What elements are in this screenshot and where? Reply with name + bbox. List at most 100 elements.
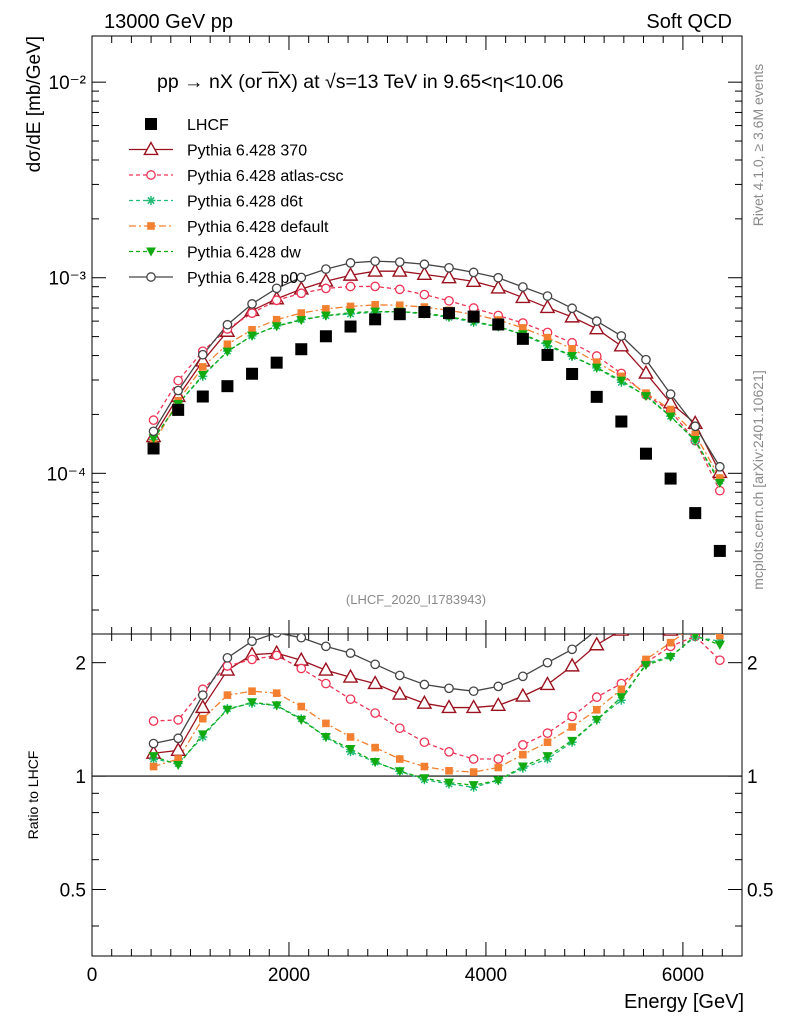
main-point-lhcf — [221, 380, 234, 393]
x-tick-label: 2000 — [268, 965, 310, 986]
ratio-point-pythia-6-428-p0 — [468, 686, 479, 697]
main-point-pythia-6-428-dw — [690, 436, 701, 446]
main-point-lhcf — [590, 390, 603, 403]
main-point-lhcf — [147, 442, 160, 455]
ratio-point-pythia-6-428-dw — [345, 744, 356, 754]
main-point-pythia-6-428-default — [716, 474, 724, 482]
ratio-point-pythia-6-428-370 — [662, 634, 679, 636]
ratio-point-pythia-6-428-370 — [342, 668, 359, 683]
main-point-pythia-6-428-370 — [564, 308, 580, 323]
main-point-pythia-6-428-atlas-csc — [271, 295, 282, 306]
main-point-pythia-6-428-dw — [714, 478, 725, 488]
ratio-point-pythia-6-428-default — [543, 738, 552, 747]
ratio-point-pythia-6-428-default — [346, 733, 355, 741]
main-point-pythia-6-428-default — [568, 345, 576, 353]
ratio-point-pythia-6-428-default — [469, 768, 478, 776]
main-point-pythia-6-428-atlas-csc — [345, 281, 356, 292]
ratio-line-pythia-6-428-p0 — [153, 634, 593, 745]
ratio-y-tick-label-left: 1 — [75, 767, 86, 788]
main-point-pythia-6-428-atlas-csc — [419, 289, 430, 300]
ratio-point-pythia-6-428-default — [248, 687, 256, 695]
ratio-point-pythia-6-428-dw — [370, 757, 381, 767]
main-point-pythia-6-428-370 — [441, 269, 457, 284]
ratio-point-pythia-6-428-default — [371, 743, 379, 752]
main-point-pythia-6-428-p0 — [370, 256, 380, 267]
ratio-point-pythia-6-428-370 — [170, 741, 187, 756]
main-point-lhcf — [492, 318, 505, 331]
ratio-point-pythia-6-428-370 — [391, 685, 408, 700]
main-point-pythia-6-428-370 — [588, 320, 605, 335]
x-tick-label: 6000 — [662, 965, 704, 986]
main-point-pythia-6-428-p0 — [542, 291, 553, 301]
main-point-pythia-6-428-default — [617, 372, 626, 381]
ratio-point-pythia-6-428-default — [592, 705, 601, 714]
ratio-point-pythia-6-428-p0 — [370, 659, 380, 670]
ratio-point-pythia-6-428-atlas-csc — [321, 678, 331, 689]
main-point-pythia-6-428-default — [395, 301, 404, 310]
main-point-pythia-6-428-p0 — [665, 389, 676, 399]
ratio-point-pythia-6-428-default — [395, 755, 404, 763]
ratio-point-pythia-6-428-dw — [444, 778, 455, 788]
x-tick-label: 0 — [87, 965, 98, 986]
main-point-pythia-6-428-atlas-csc — [247, 308, 257, 319]
main-point-pythia-6-428-dw — [222, 347, 233, 357]
legend: LHCF Pythia 6.428 370 Pythia 6.428 atlas-c… — [129, 117, 344, 287]
ratio-point-pythia-6-428-370 — [689, 596, 702, 608]
ratio-point-pythia-6-428-370 — [490, 696, 507, 712]
main-point-pythia-6-428-dw — [148, 434, 159, 444]
ratio-point-pythia-6-428-p0 — [493, 681, 504, 692]
ratio-point-pythia-6-428-p0 — [345, 648, 356, 658]
main-point-pythia-6-428-370 — [416, 265, 433, 281]
main-point-lhcf — [467, 310, 480, 323]
ratio-point-pythia-6-428-p0 — [419, 679, 430, 690]
legend-label-pythia-6-428-dw: Pythia 6.428 dw — [187, 245, 301, 262]
ratio-point-pythia-6-428-dw — [296, 715, 307, 725]
ratio-point-pythia-6-428-atlas-csc — [173, 715, 184, 725]
main-point-pythia-6-428-370 — [638, 364, 654, 379]
main-point-lhcf — [369, 313, 382, 326]
rivet-side-label: Rivet 4.1.0, ≥ 3.6M events — [750, 64, 766, 227]
ratio-point-pythia-6-428-370 — [416, 694, 433, 709]
main-point-pythia-6-428-atlas-csc — [173, 375, 184, 386]
main-point-pythia-6-428-atlas-csc — [296, 288, 307, 299]
ratio-point-pythia-6-428-dw — [419, 774, 430, 784]
main-point-lhcf — [664, 472, 677, 485]
x-axis-label: Energy [GeV] — [624, 991, 744, 1013]
main-line-pythia-6-428-370 — [152, 270, 721, 473]
ratio-point-pythia-6-428-dw — [468, 781, 479, 791]
ratio-point-pythia-6-428-dw — [247, 698, 258, 708]
main-point-pythia-6-428-default — [592, 358, 601, 366]
ratio-point-pythia-6-428-p0 — [617, 607, 625, 615]
main-point-pythia-6-428-atlas-csc — [321, 283, 331, 294]
main-y-tick-label: 10⁻² — [49, 73, 87, 94]
legend-label-pythia-6-428-p0: Pythia 6.428 p0 — [187, 270, 298, 287]
ratio-point-pythia-6-428-default — [617, 685, 626, 694]
ratio-point-pythia-6-428-370 — [194, 699, 211, 714]
ratio-point-pythia-6-428-default — [494, 763, 503, 772]
ratio-point-pythia-6-428-default — [223, 691, 232, 699]
ratio-point-pythia-6-428-atlas-csc — [444, 746, 454, 757]
main-point-lhcf — [713, 544, 726, 557]
main-point-pythia-6-428-p0 — [345, 258, 356, 268]
ratio-point-pythia-6-428-atlas-csc — [542, 728, 553, 739]
ratio-point-pythia-6-428-p0 — [222, 652, 233, 663]
ratio-point-pythia-6-428-dw — [493, 776, 504, 786]
main-point-pythia-6-428-p0 — [714, 461, 725, 472]
ratio-point-pythia-6-428-default — [519, 750, 527, 759]
main-point-pythia-6-428-atlas-csc — [370, 281, 380, 292]
ratio-point-pythia-6-428-atlas-csc — [518, 740, 528, 750]
ratio-point-pythia-6-428-370 — [441, 699, 457, 714]
ratio-point-pythia-6-428-dw — [148, 752, 159, 762]
main-y-tick-label: 10⁻³ — [49, 269, 87, 290]
ratio-point-pythia-6-428-default — [666, 638, 675, 647]
main-point-lhcf — [344, 320, 357, 333]
main-line-pythia-6-428-dw — [153, 310, 721, 484]
ratio-point-pythia-6-428-370 — [367, 675, 383, 690]
ratio-point-pythia-6-428-p0 — [394, 670, 405, 681]
ratio-point-pythia-6-428-default — [568, 723, 576, 731]
main-point-pythia-6-428-default — [666, 405, 675, 414]
main-point-pythia-6-428-dw — [542, 340, 553, 350]
main-point-lhcf — [393, 308, 406, 321]
ratio-point-pythia-6-428-370 — [713, 618, 726, 630]
main-point-pythia-6-428-default — [371, 301, 379, 309]
